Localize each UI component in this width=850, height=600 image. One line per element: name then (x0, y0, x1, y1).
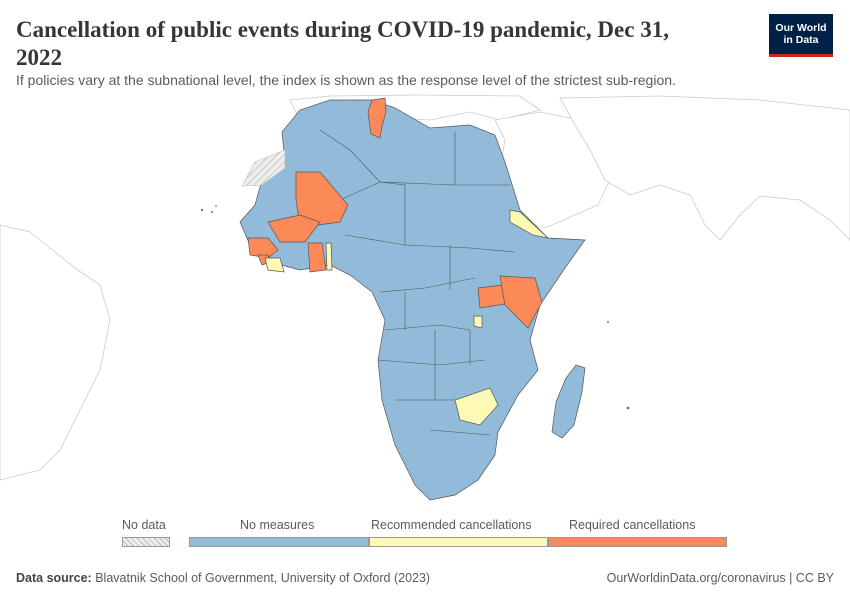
tunisia (367, 97, 387, 139)
western-sahara[interactable] (241, 149, 286, 187)
kenya (499, 275, 543, 329)
legend-required-swatch[interactable] (548, 537, 727, 547)
data-source-label: Data source: (16, 571, 92, 585)
legend-required-label: Required cancellations (569, 518, 696, 532)
legend-recommended-swatch[interactable] (369, 537, 548, 547)
owid-logo[interactable]: Our World in Data (769, 14, 833, 57)
source-url[interactable]: OurWorldinData.org/coronavirus | CC BY (606, 571, 834, 585)
data-source-text: Blavatnik School of Government, Universi… (95, 571, 431, 585)
logo-line-1: Our World (775, 22, 827, 34)
madagascar[interactable] (551, 364, 586, 439)
legend-recommended-label: Recommended cancellations (371, 518, 532, 532)
zimbabwe (454, 387, 499, 426)
required-cancellations-countries[interactable] (247, 97, 543, 329)
togo (325, 242, 333, 271)
legend-no-data-swatch[interactable] (122, 537, 170, 547)
mali (295, 171, 349, 226)
burundi (473, 315, 483, 329)
eritrea (509, 209, 550, 239)
uganda (477, 284, 506, 309)
guinea (247, 237, 279, 259)
legend-no-measures-swatch[interactable] (189, 537, 369, 547)
ghana (307, 242, 327, 273)
burkina-faso (267, 214, 321, 243)
data-source: Data source: Blavatnik School of Governm… (16, 571, 430, 585)
logo-line-2: in Data (783, 34, 819, 46)
legend-no-measures-label: No measures (240, 518, 315, 532)
americas-outline (0, 224, 111, 481)
chart-title: Cancellation of public events during COV… (16, 17, 669, 70)
asia-outline (559, 95, 850, 241)
chart-subtitle: If policies vary at the subnational leve… (16, 72, 676, 88)
choropleth-map[interactable] (0, 92, 850, 512)
small-islands (200, 205, 630, 410)
liberia (264, 257, 285, 273)
recommended-cancellations-countries[interactable] (264, 209, 550, 426)
map-legend: No data No measures Recommended cancella… (0, 512, 850, 552)
legend-no-data-label: No data (122, 518, 166, 532)
country-borders (319, 129, 516, 436)
